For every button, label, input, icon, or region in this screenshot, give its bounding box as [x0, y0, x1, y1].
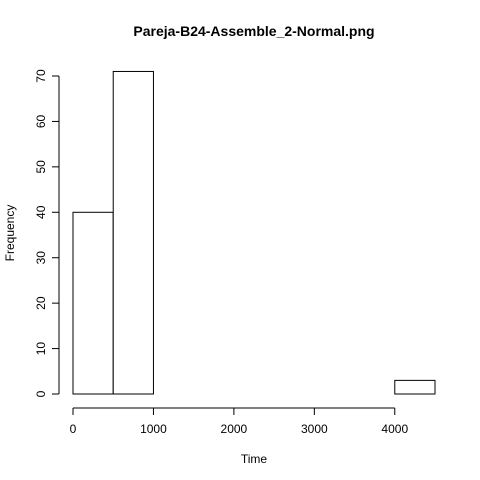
y-tick-label: 50	[34, 160, 48, 174]
histogram-bar	[72, 211, 114, 395]
histogram-bar	[112, 70, 154, 395]
y-tick-label: 30	[34, 251, 48, 265]
y-tick-label: 70	[34, 69, 48, 83]
x-tick-label: 4000	[381, 422, 408, 436]
x-tick-label: 0	[70, 422, 77, 436]
x-tick-label: 3000	[301, 422, 328, 436]
y-tick-label: 0	[34, 390, 48, 397]
x-tick-label: 2000	[221, 422, 248, 436]
x-tick-label: 1000	[140, 422, 167, 436]
histogram-bar	[394, 379, 436, 395]
y-tick-label: 20	[34, 296, 48, 310]
y-axis-label: Frequency	[3, 205, 17, 262]
y-axis: 0 10 20 30 40 50 60 70	[34, 69, 60, 397]
y-tick-label: 60	[34, 114, 48, 128]
x-axis: 0 1000 2000 3000 4000	[70, 407, 408, 436]
y-tick-label: 40	[34, 205, 48, 219]
y-tick-label: 10	[34, 342, 48, 356]
chart-title: Pareja-B24-Assemble_2-Normal.png	[133, 23, 374, 39]
bars-group	[72, 70, 436, 395]
x-axis-label: Time	[241, 452, 268, 466]
